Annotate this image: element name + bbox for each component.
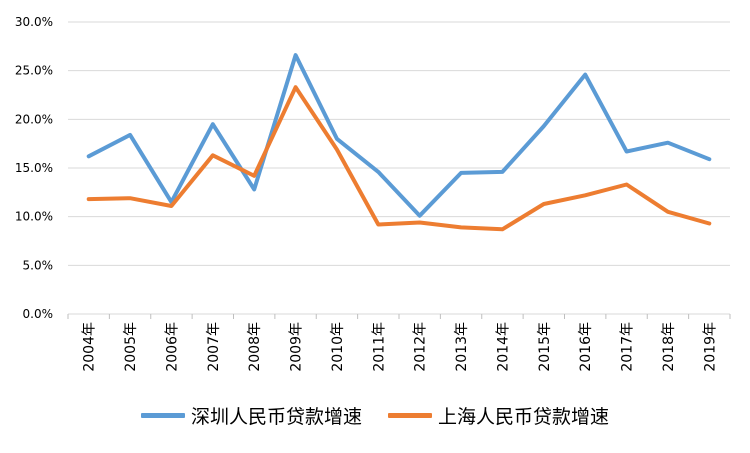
y-axis: 0.0% 5.0% 10.0% 15.0% 20.0% 25.0% 30.0% — [15, 15, 53, 321]
legend-swatch-series-1 — [388, 412, 432, 418]
y-tick-label: 0.0% — [23, 307, 54, 321]
x-tick-label: 2010年 — [330, 322, 346, 372]
y-tick-label: 25.0% — [15, 64, 53, 78]
legend-item-series-0: 深圳人民币贷款增速 — [140, 402, 362, 429]
y-tick-label: 20.0% — [15, 112, 53, 126]
x-tick-label: 2005年 — [123, 322, 139, 372]
series-lines — [86, 53, 712, 232]
x-tick-label: 2012年 — [413, 322, 429, 372]
series-line-1 — [86, 85, 712, 232]
x-tick-label: 2009年 — [289, 322, 305, 372]
x-tick-label: 2015年 — [537, 322, 553, 372]
x-tick-label: 2014年 — [495, 322, 511, 372]
y-tick-label: 5.0% — [23, 258, 54, 272]
x-tick-label: 2004年 — [82, 322, 98, 372]
legend-swatch-series-0 — [140, 412, 185, 418]
y-tick-label: 10.0% — [15, 210, 53, 224]
series-line-0 — [86, 53, 712, 218]
x-tick-label: 2013年 — [454, 322, 470, 372]
legend-label-series-1: 上海人民币贷款增速 — [438, 405, 610, 428]
y-tick-label: 30.0% — [15, 15, 53, 29]
x-tick-label: 2007年 — [206, 322, 222, 372]
x-tick-label: 2018年 — [661, 322, 677, 372]
x-tick-label: 2008年 — [247, 322, 263, 372]
grid — [68, 21, 730, 315]
legend: 深圳人民币贷款增速 上海人民币贷款增速 — [0, 398, 750, 432]
x-tick-label: 2017年 — [620, 322, 636, 372]
legend-label-series-0: 深圳人民币贷款增速 — [190, 405, 362, 428]
x-tick-label: 2016年 — [578, 322, 594, 372]
x-axis: 2004年 2005年 2006年 2007年 2008年 2009年 2010年 2011年… — [67, 314, 731, 372]
y-tick-label: 15.0% — [15, 161, 53, 175]
x-tick-label: 2006年 — [164, 322, 180, 372]
legend-item-series-1: 上海人民币贷款增速 — [388, 402, 609, 429]
x-tick-label: 2011年 — [371, 322, 387, 372]
x-tick-label: 2019年 — [702, 322, 718, 372]
